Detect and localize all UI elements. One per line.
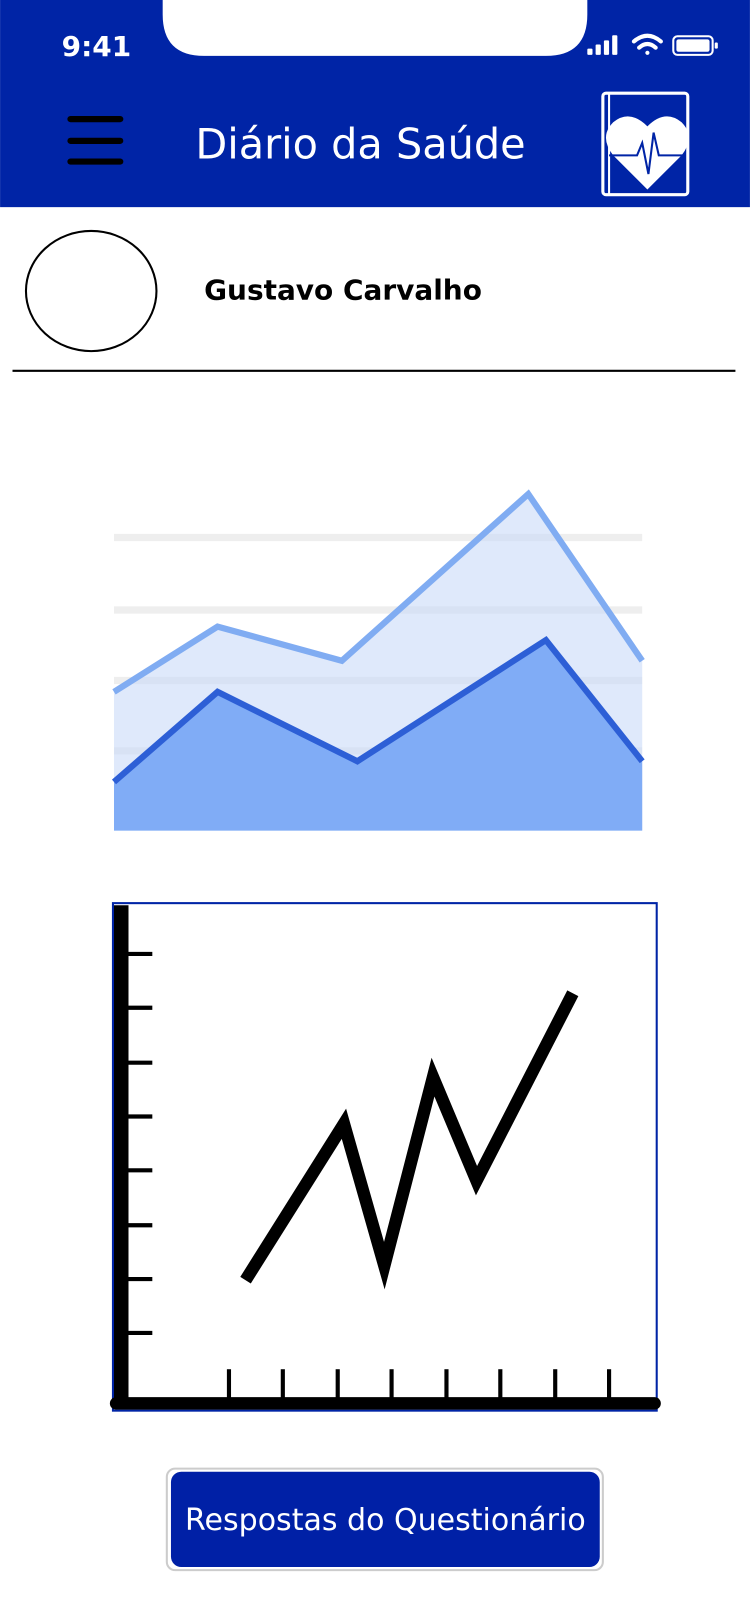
app-title: Diário da Saúde [195, 120, 525, 168]
signal-icon [587, 35, 618, 55]
questionnaire-button[interactable]: Respostas do Questionário [165, 1467, 604, 1572]
profile-name: Gustavo Carvalho [204, 273, 482, 306]
status-time: 9:41 [62, 30, 132, 63]
button-label[interactable]: Respostas do Questionário [185, 1503, 586, 1538]
logo-icon [601, 91, 690, 197]
avatar [24, 229, 158, 353]
notch [162, 0, 588, 56]
line-chart-image [109, 902, 661, 1412]
area-chart-image [111, 489, 645, 831]
wifi-icon [631, 33, 663, 55]
battery-icon [672, 35, 718, 56]
menu-button[interactable] [67, 116, 124, 165]
